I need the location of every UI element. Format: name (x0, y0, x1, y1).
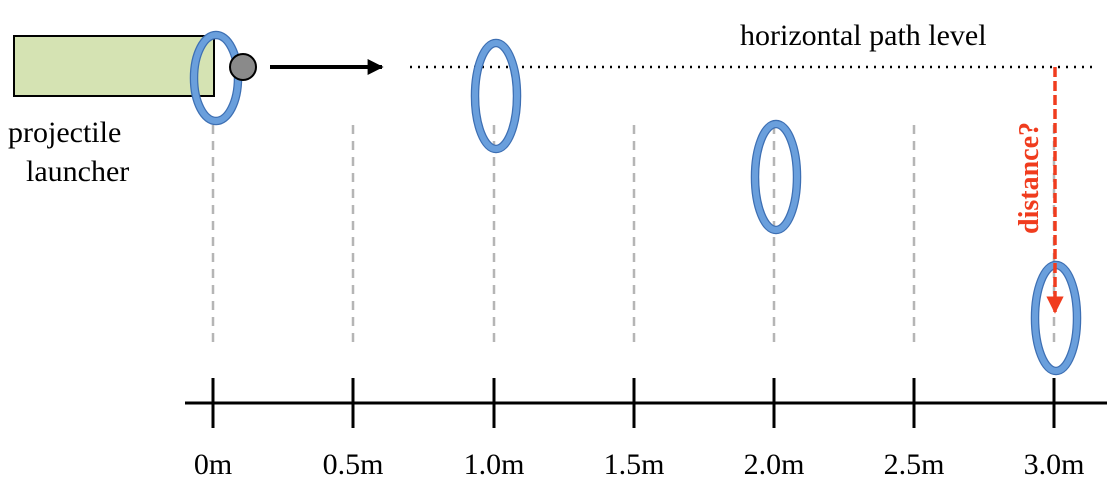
guides (213, 125, 1054, 348)
tick-label: 0m (194, 448, 232, 481)
tick-label: 2.0m (744, 448, 805, 481)
tick-label: 2.5m (884, 448, 945, 481)
path-label: horizontal path level (740, 19, 987, 52)
distance-label: distance? (1014, 122, 1045, 234)
ring (475, 43, 517, 149)
ball (230, 54, 256, 80)
launcher-label: projectile (8, 116, 121, 149)
axis (185, 378, 1107, 428)
ring (755, 124, 797, 230)
tick-label: 1.5m (604, 448, 665, 481)
launcher (14, 36, 214, 96)
tick-label: 0.5m (323, 448, 384, 481)
diagram: distance? horizontal path level projecti… (0, 0, 1107, 482)
tick-label: 1.0m (464, 448, 525, 481)
launcher-label: launcher (26, 155, 129, 188)
tick-label: 3.0m (1024, 448, 1085, 481)
